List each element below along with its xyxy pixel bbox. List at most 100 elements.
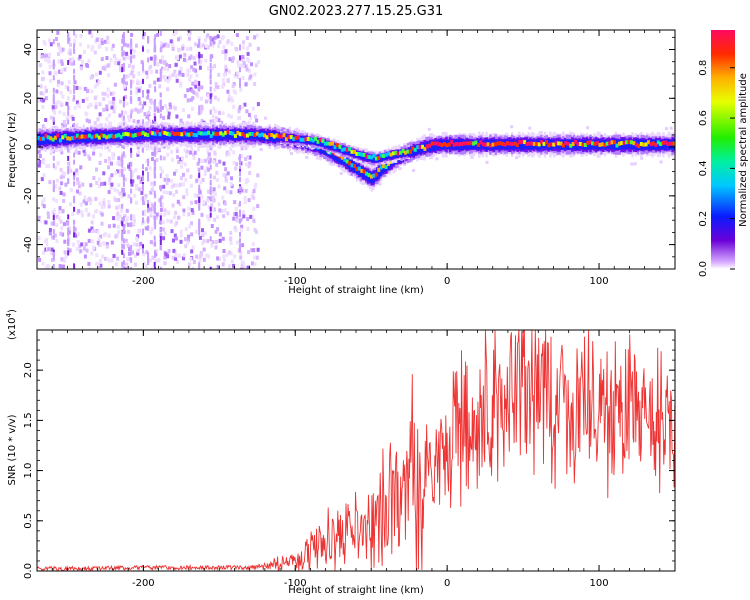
spectrogram-noise-pixel xyxy=(144,194,148,199)
spectrogram-noise-pixel xyxy=(53,109,57,114)
spectrogram-noise-pixel xyxy=(83,246,86,251)
spectrogram-noise-pixel xyxy=(92,214,96,219)
spectrogram-noise-pixel xyxy=(77,184,81,189)
spectrogram-noise-pixel xyxy=(95,261,99,266)
spectrogram-noise-pixel xyxy=(172,32,176,37)
spectrogram-noise-pixel xyxy=(73,75,76,81)
spectrogram-noise-pixel xyxy=(67,110,70,116)
spectrogram-peak-cell xyxy=(182,130,186,135)
spectrogram-noise-pixel xyxy=(231,98,234,103)
spectrogram-noise-pixel xyxy=(211,114,215,119)
spectrogram-noise-pixel xyxy=(255,33,259,38)
spectrogram-noise-pixel xyxy=(132,242,136,247)
spectrogram-noise-pixel xyxy=(179,66,183,71)
spectrogram-peak-cell xyxy=(372,173,376,178)
spectrogram-noise-pixel xyxy=(132,49,136,54)
spectrogram-noise-pixel xyxy=(247,250,250,255)
spectrogram-noise-pixel xyxy=(171,72,175,77)
spectrogram-noise-pixel xyxy=(213,95,217,100)
spectrogram-noise-pixel xyxy=(68,48,72,53)
spectrogram-noise-pixel xyxy=(254,114,257,119)
spectrogram-noise-pixel xyxy=(121,243,124,249)
spectrogram-noise-pixel xyxy=(159,227,162,233)
spectrogram-noise-pixel xyxy=(89,183,93,188)
spectrogram-noise-pixel xyxy=(147,207,150,213)
spectrogram-noise-pixel xyxy=(184,177,188,182)
spectrogram-ridge-cell xyxy=(161,130,164,140)
spectrogram-noise-pixel xyxy=(226,78,230,83)
spectrogram-peak-cell xyxy=(49,136,53,141)
spectrogram-noise-pixel xyxy=(114,262,118,267)
spectrogram-noise-pixel xyxy=(185,188,189,193)
spectrogram-peak-cell xyxy=(408,149,412,154)
spectrogram-noise-pixel xyxy=(79,249,83,254)
spectrogram-noise-pixel xyxy=(103,181,107,186)
spectrogram-noise-pixel xyxy=(198,266,201,269)
spectrogram-peak-cell xyxy=(637,144,641,149)
spectrogram-noise-pixel xyxy=(61,209,65,214)
spectrogram-noise-pixel xyxy=(73,48,76,54)
spectrogram-noise-pixel xyxy=(145,75,149,79)
spectrogram-noise-pixel xyxy=(142,66,144,72)
spectrogram-noise-pixel xyxy=(222,258,226,262)
spectrogram-peak-cell xyxy=(51,137,55,142)
spectrogram-noise-pixel xyxy=(130,182,134,187)
spectrogram-noise-pixel xyxy=(217,184,221,189)
spectrogram-peak-cell xyxy=(343,157,347,162)
snr-ytick-label: 0.0 xyxy=(23,563,34,579)
spectrogram-noise-pixel xyxy=(125,220,128,224)
spectrogram-noise-pixel xyxy=(100,212,104,217)
spectrogram-noise-pixel xyxy=(206,66,210,71)
spectrogram-noise-pixel xyxy=(252,219,256,224)
spectrogram-noise-pixel xyxy=(116,224,120,229)
spectrogram-noise-pixel xyxy=(166,76,170,81)
spectrogram-noise-pixel xyxy=(40,54,44,59)
spectrogram-noise-pixel xyxy=(75,171,79,176)
spectrogram-peak-cell xyxy=(362,153,366,157)
spectrogram-noise-pixel xyxy=(49,78,53,83)
spectrogram-noise-pixel xyxy=(73,68,76,74)
spectrogram-noise-pixel xyxy=(42,158,45,163)
spectrogram-noise-pixel xyxy=(153,262,156,267)
spectrogram-noise-pixel xyxy=(142,196,144,202)
spectrogram-noise-pixel xyxy=(207,196,211,201)
spectrogram-noise-pixel xyxy=(246,51,250,56)
spectrogram-noise-pixel xyxy=(166,107,170,112)
spectrogram-noise-pixel xyxy=(44,247,48,252)
spectrogram-peak-cell xyxy=(464,141,468,146)
spectrogram-noise-pixel xyxy=(134,107,138,112)
spectrogram-noise-pixel xyxy=(188,56,192,61)
spectrogram-peak-cell xyxy=(153,131,157,136)
spectrogram-noise-pixel xyxy=(109,91,113,96)
spectrogram-noise-pixel xyxy=(47,59,51,64)
spectrogram-noise-pixel xyxy=(152,146,156,151)
spectrogram-peak-cell xyxy=(185,132,189,137)
spectrogram-peak-cell xyxy=(382,164,386,169)
spectrogram-noise-pixel xyxy=(248,161,252,166)
spectrogram-peak-cell xyxy=(639,142,643,146)
spectrogram-noise-pixel xyxy=(127,63,131,68)
spectrogram-noise-pixel xyxy=(515,156,519,160)
spectrogram-noise-pixel xyxy=(239,159,241,165)
spectrogram-noise-pixel xyxy=(154,216,157,222)
spectrogram-noise-pixel xyxy=(52,229,55,235)
spectrogram-noise-pixel xyxy=(209,266,212,269)
spectrogram-peak-cell xyxy=(664,140,668,145)
spectrogram-peak-cell xyxy=(520,139,524,144)
spectrogram-noise-pixel xyxy=(222,249,226,253)
spectrogram-noise-pixel xyxy=(194,68,198,73)
spectrogram-noise-pixel xyxy=(125,265,129,269)
spectrogram-peak-cell xyxy=(374,156,378,161)
snr-xtick-label: -100 xyxy=(284,578,307,589)
spectrogram-peak-cell xyxy=(479,140,483,145)
spectrogram-noise-pixel xyxy=(75,85,79,90)
spectrogram-noise-pixel xyxy=(38,128,42,133)
spectrogram-noise-pixel xyxy=(232,104,236,109)
spectrogram-noise-pixel xyxy=(151,151,155,156)
spectrogram-noise-pixel xyxy=(246,46,250,51)
spectrogram-noise-pixel xyxy=(64,254,68,259)
spectrogram-noise-pixel xyxy=(44,118,48,122)
spectrogram-noise-pixel xyxy=(198,230,201,236)
spectrogram-noise-pixel xyxy=(62,222,66,227)
